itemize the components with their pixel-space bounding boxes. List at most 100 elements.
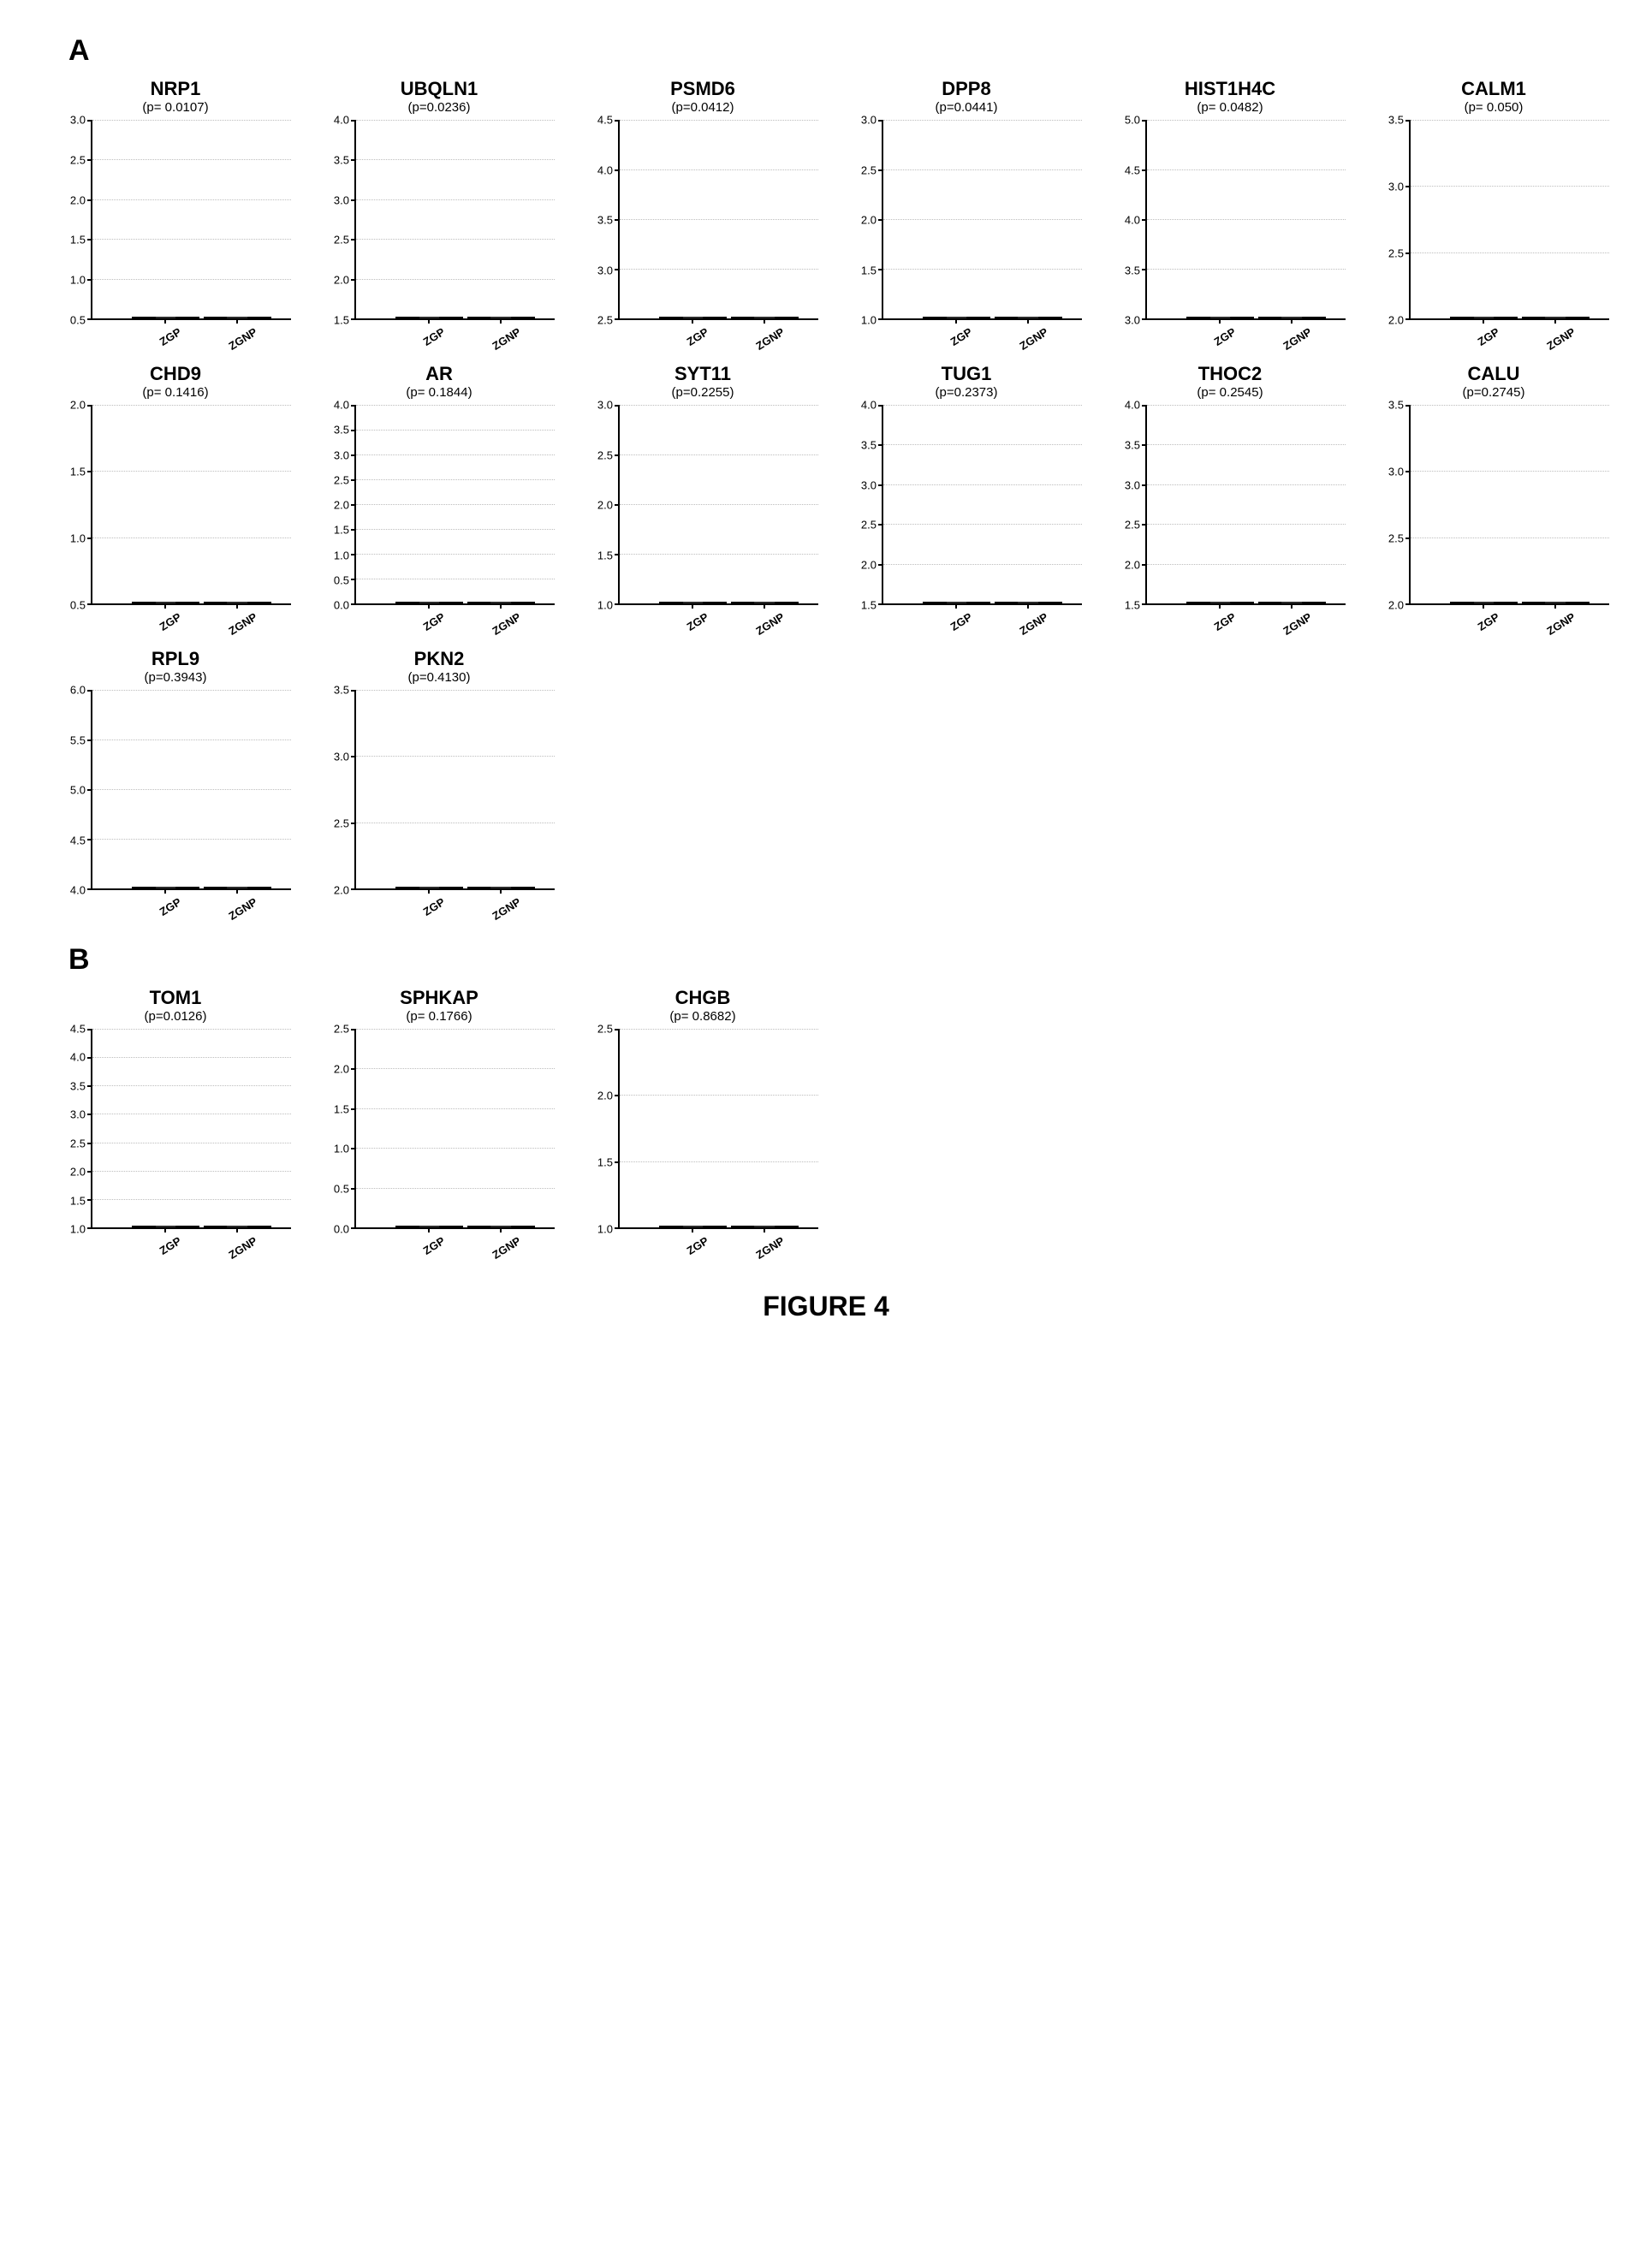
- chart-pkn2: PKN2(p=0.4130)2.02.53.03.5ZGPZGNP: [315, 648, 563, 909]
- y-axis: 1.52.02.53.03.54.0: [1106, 401, 1145, 605]
- y-tick-label: 1.0: [334, 549, 349, 561]
- y-tick-mark: [878, 219, 883, 221]
- x-tick-label: ZGNP: [1017, 610, 1054, 644]
- y-tick-mark: [87, 1171, 92, 1173]
- y-tick-label: 1.5: [597, 549, 613, 561]
- y-tick-mark: [351, 1068, 356, 1070]
- y-tick-mark: [878, 120, 883, 122]
- x-axis: ZGPZGNP: [91, 320, 291, 339]
- section-label: A: [68, 34, 1601, 68]
- y-tick-label: 2.0: [1388, 599, 1404, 612]
- error-cap-bottom: [683, 1226, 704, 1227]
- y-tick-label: 5.5: [70, 734, 86, 746]
- error-cap-bottom: [1210, 602, 1231, 603]
- gridline: [883, 269, 1082, 270]
- plot-area: [91, 690, 291, 890]
- y-tick-mark: [351, 430, 356, 431]
- y-tick-mark: [351, 1148, 356, 1149]
- x-axis: ZGPZGNP: [882, 605, 1082, 624]
- y-axis: 1.52.02.53.03.54.0: [315, 116, 354, 320]
- y-tick-label: 3.0: [861, 114, 877, 127]
- y-axis: 1.01.52.02.53.0: [842, 116, 882, 320]
- y-tick-mark: [878, 405, 883, 407]
- y-tick-label: 1.5: [861, 264, 877, 276]
- error-cap-bottom: [1474, 317, 1495, 318]
- y-tick-mark: [87, 239, 92, 241]
- x-axis: ZGPZGNP: [354, 890, 555, 909]
- chart-title: CHD9: [51, 363, 300, 385]
- plot-area: [91, 1029, 291, 1229]
- x-tick-mark: [500, 888, 502, 894]
- y-tick-label: 0.0: [334, 599, 349, 612]
- y-tick-label: 3.0: [1388, 181, 1404, 193]
- gridline: [356, 279, 555, 280]
- plot-box: 2.53.03.54.04.5ZGPZGNP: [579, 116, 827, 339]
- y-tick-label: 4.5: [597, 114, 613, 127]
- x-tick-mark: [164, 1227, 166, 1232]
- x-tick-label: ZGNP: [226, 325, 263, 359]
- y-tick-label: 1.5: [70, 1194, 86, 1207]
- y-tick-label: 3.5: [334, 424, 349, 437]
- chart-sphkap: SPHKAP(p= 0.1766)0.00.51.01.52.02.5ZGPZG…: [315, 987, 563, 1248]
- gridline: [92, 1029, 291, 1030]
- y-tick-label: 0.5: [334, 573, 349, 586]
- plot-area: [618, 1029, 818, 1229]
- gridline: [92, 159, 291, 160]
- gridline: [92, 120, 291, 121]
- x-tick-label: ZGP: [684, 1234, 714, 1264]
- chart-title: TUG1: [842, 363, 1090, 385]
- x-tick-label: ZGNP: [1017, 325, 1054, 359]
- chart-title: AR: [315, 363, 563, 385]
- y-tick-label: 0.5: [70, 314, 86, 327]
- y-tick-mark: [615, 219, 620, 221]
- y-tick-label: 2.5: [70, 1137, 86, 1149]
- y-tick-mark: [87, 1114, 92, 1115]
- figure-root: ANRP1(p= 0.0107)0.51.01.52.02.53.0ZGPZGN…: [51, 34, 1601, 1322]
- gridline: [1411, 120, 1609, 121]
- gridline: [883, 444, 1082, 445]
- gridline: [356, 159, 555, 160]
- x-tick-mark: [428, 318, 430, 324]
- y-tick-label: 1.5: [70, 466, 86, 478]
- y-tick-mark: [1142, 219, 1147, 221]
- y-tick-mark: [1405, 405, 1411, 407]
- x-tick-mark: [500, 603, 502, 609]
- y-tick-label: 2.5: [1388, 532, 1404, 545]
- chart-pvalue: (p=0.0441): [842, 100, 1090, 115]
- plot-box: 4.04.55.05.56.0ZGPZGNP: [51, 686, 300, 909]
- chart-tom1: TOM1(p=0.0126)1.01.52.02.53.03.54.04.5ZG…: [51, 987, 300, 1248]
- x-tick-mark: [692, 603, 693, 609]
- error-cap-bottom: [683, 317, 704, 318]
- y-tick-label: 4.5: [70, 1023, 86, 1036]
- x-tick-label: ZGP: [684, 610, 714, 640]
- gridline: [92, 1199, 291, 1200]
- chart-pvalue: (p= 0.1766): [315, 1009, 563, 1024]
- x-tick-mark: [692, 318, 693, 324]
- y-tick-mark: [878, 564, 883, 566]
- plot-area: [1145, 120, 1346, 320]
- x-tick-label: ZGNP: [490, 895, 526, 929]
- y-tick-label: 3.0: [334, 751, 349, 763]
- gridline: [92, 1085, 291, 1086]
- y-tick-label: 4.0: [1125, 214, 1140, 227]
- gridline: [883, 219, 1082, 220]
- y-tick-label: 1.5: [334, 314, 349, 327]
- gridline: [620, 169, 818, 170]
- y-tick-label: 2.0: [334, 274, 349, 287]
- y-tick-label: 2.5: [334, 817, 349, 830]
- plot-box: 0.00.51.01.52.02.5ZGPZGNP: [315, 1025, 563, 1248]
- y-tick-label: 3.0: [70, 114, 86, 127]
- x-tick-mark: [164, 888, 166, 894]
- y-tick-mark: [87, 1085, 92, 1087]
- chart-title: NRP1: [51, 78, 300, 100]
- y-tick-label: 3.5: [861, 438, 877, 451]
- y-axis: 1.01.52.02.53.0: [579, 401, 618, 605]
- gridline: [92, 405, 291, 406]
- y-tick-label: 1.0: [861, 314, 877, 327]
- y-tick-label: 5.0: [70, 784, 86, 797]
- y-tick-label: 3.0: [1125, 478, 1140, 491]
- x-axis: ZGPZGNP: [91, 605, 291, 624]
- y-tick-label: 2.0: [70, 1166, 86, 1179]
- y-tick-label: 1.5: [861, 599, 877, 612]
- error-cap-bottom: [156, 887, 176, 888]
